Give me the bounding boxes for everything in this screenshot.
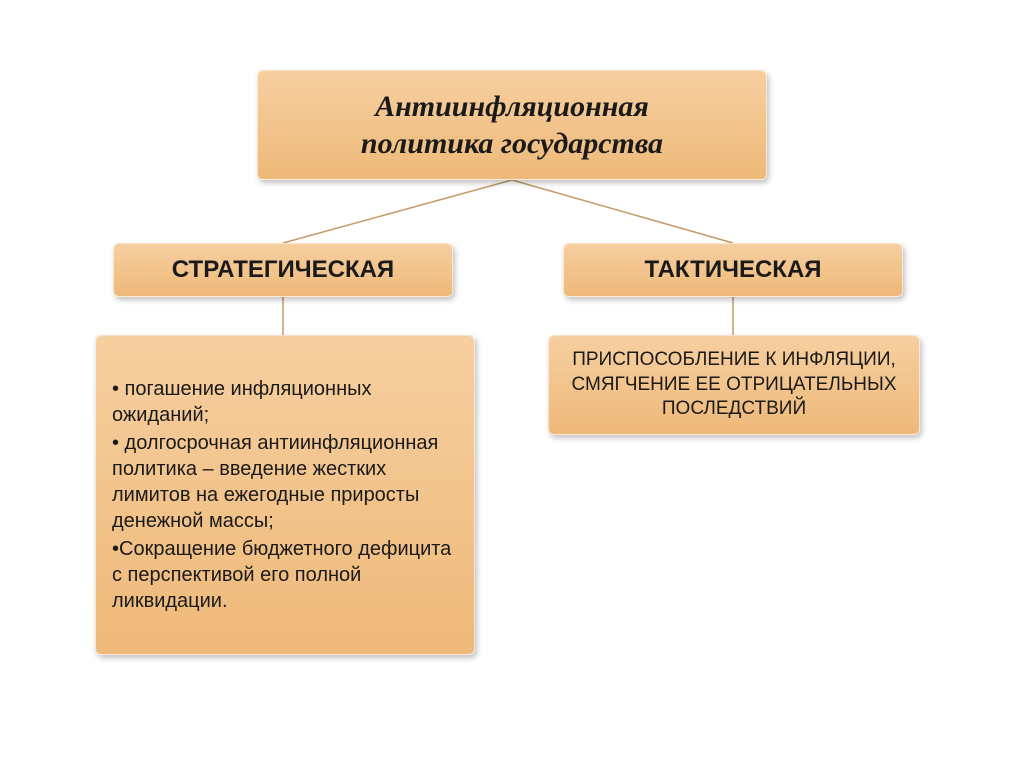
- connector-line: [512, 180, 733, 243]
- diagram-title: Антиинфляционнаяполитика государства: [257, 70, 767, 180]
- connector-line: [283, 180, 512, 243]
- diagram-title-text: Антиинфляционнаяполитика государства: [361, 88, 663, 163]
- content-left-text: • погашение инфляционных ожиданий;• долг…: [112, 374, 458, 616]
- branch-right-label: ТАКТИЧЕСКАЯ: [644, 256, 821, 284]
- content-right-text: ПРИСПОСОБЛЕНИЕ К ИНФЛЯЦИИ, СМЯГЧЕНИЕ ЕЕ …: [565, 348, 903, 422]
- branch-left-label: СТРАТЕГИЧЕСКАЯ: [172, 256, 394, 284]
- branch-right: ТАКТИЧЕСКАЯ: [563, 243, 903, 297]
- branch-left: СТРАТЕГИЧЕСКАЯ: [113, 243, 453, 297]
- content-left: • погашение инфляционных ожиданий;• долг…: [95, 335, 475, 655]
- content-right: ПРИСПОСОБЛЕНИЕ К ИНФЛЯЦИИ, СМЯГЧЕНИЕ ЕЕ …: [548, 335, 920, 435]
